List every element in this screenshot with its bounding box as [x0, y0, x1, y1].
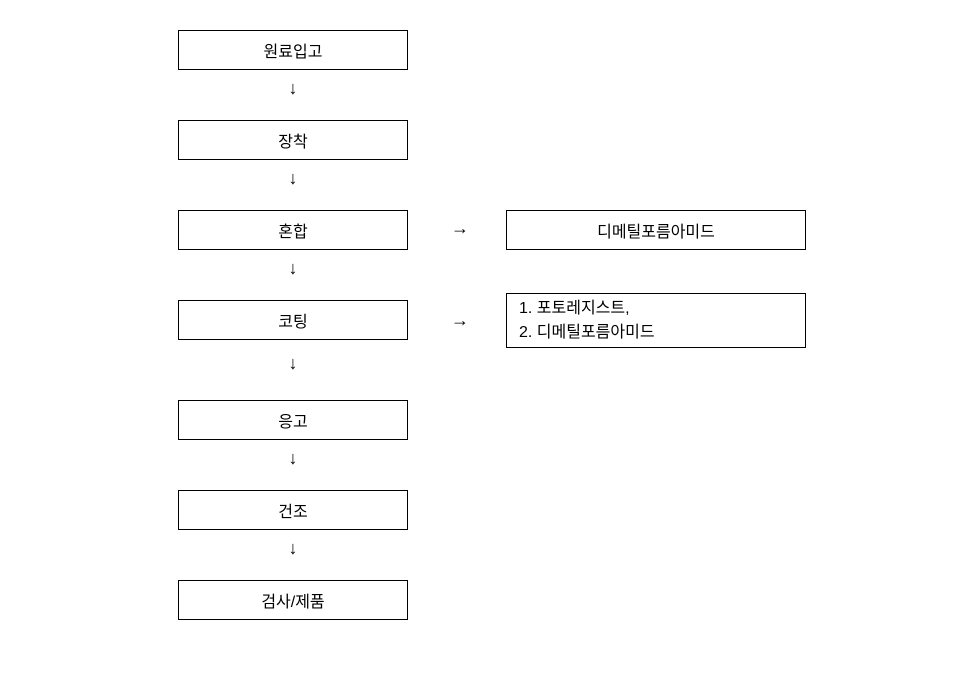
side-box-line-2: 2. 디메틸포름아미드	[519, 321, 805, 345]
step-label: 장착	[278, 128, 307, 152]
step-label: 응고	[278, 408, 307, 432]
arrow-down-icon: ↓	[285, 353, 301, 374]
step-box-7: 검사/제품	[178, 580, 408, 620]
side-box-2: 1. 포토레지스트, 2. 디메틸포름아미드	[506, 293, 806, 348]
arrow-down-icon: ↓	[285, 538, 301, 559]
side-box-text: 디메틸포름아미드	[597, 218, 715, 242]
arrow-down-icon: ↓	[285, 258, 301, 279]
side-box-1: 디메틸포름아미드	[506, 210, 806, 250]
step-box-5: 응고	[178, 400, 408, 440]
arrow-right-icon: →	[450, 218, 470, 239]
arrow-right-icon: →	[450, 310, 470, 331]
step-box-2: 장착	[178, 120, 408, 160]
step-box-6: 건조	[178, 490, 408, 530]
step-box-3: 혼합	[178, 210, 408, 250]
step-label: 원료입고	[264, 38, 323, 62]
step-box-1: 원료입고	[178, 30, 408, 70]
step-box-4: 코팅	[178, 300, 408, 340]
arrow-down-icon: ↓	[285, 168, 301, 189]
step-label: 혼합	[278, 218, 307, 242]
arrow-down-icon: ↓	[285, 448, 301, 469]
step-label: 건조	[278, 498, 307, 522]
side-box-line-1: 1. 포토레지스트,	[519, 297, 805, 321]
step-label: 검사/제품	[261, 588, 324, 612]
step-label: 코팅	[278, 308, 307, 332]
arrow-down-icon: ↓	[285, 78, 301, 99]
